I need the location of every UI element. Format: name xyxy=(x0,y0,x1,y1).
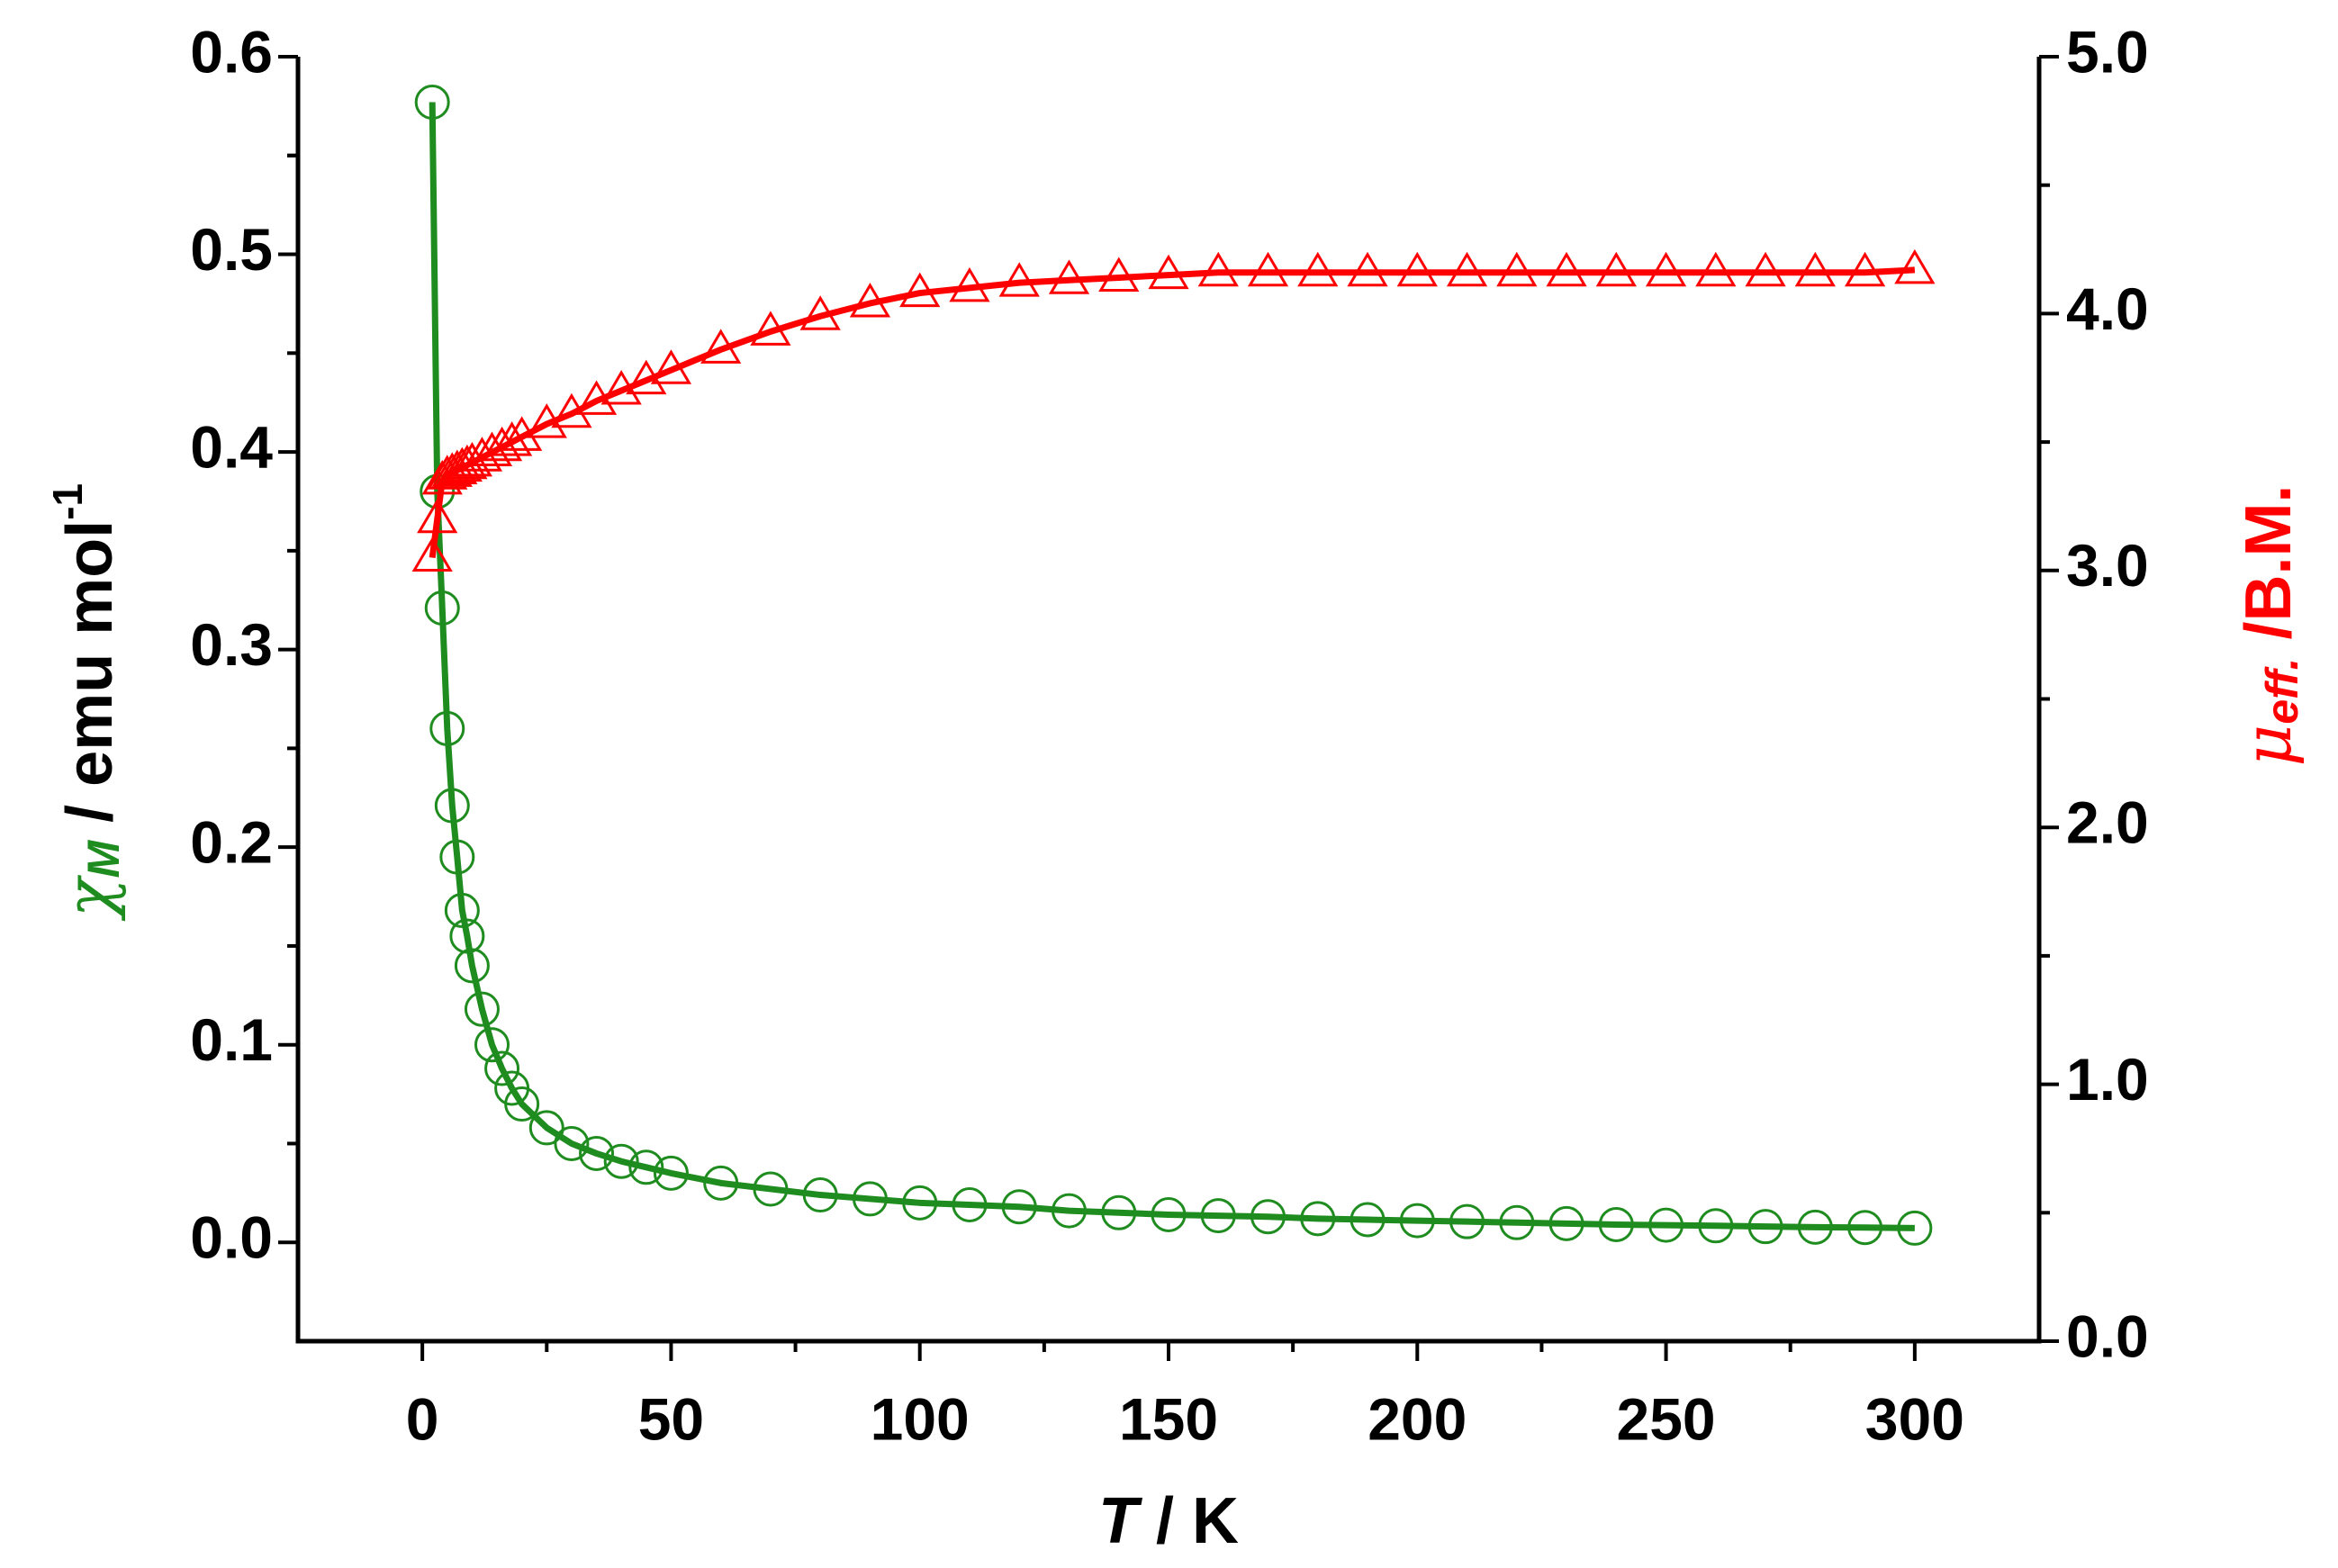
y-superscript: -1 xyxy=(44,483,91,520)
y2-tick-label: 2.0 xyxy=(2066,789,2149,856)
triangle-marker xyxy=(411,536,453,572)
axis-frame xyxy=(295,57,2042,1344)
x-axis-title: T / K xyxy=(1098,1485,1239,1557)
triangle-marker xyxy=(1894,248,1936,284)
circle-marker xyxy=(603,1143,639,1179)
y2-tick-label: 4.0 xyxy=(2066,275,2149,342)
x-tick-label: 250 xyxy=(1617,1385,1716,1452)
y2-axis-title: μeff. /B.M. xyxy=(2230,485,2307,767)
y-tick-label: 0.2 xyxy=(190,809,273,876)
y2-tick-label: 3.0 xyxy=(2066,532,2149,599)
y2-unit: /B.M. xyxy=(2233,485,2305,658)
x-symbol: T xyxy=(1098,1485,1143,1557)
y-tick-label: 0.3 xyxy=(190,611,273,678)
y2-subscript: eff. xyxy=(2257,658,2307,725)
y-tick-label: 0.0 xyxy=(190,1204,273,1271)
x-tick-label: 150 xyxy=(1119,1385,1218,1452)
series-line xyxy=(429,266,1916,558)
y-symbol: χ xyxy=(51,874,127,922)
circle-marker xyxy=(528,1110,564,1146)
series-line xyxy=(429,102,1915,1231)
circle-marker xyxy=(628,1149,664,1185)
y-tick-label: 0.1 xyxy=(190,1006,273,1073)
circle-marker xyxy=(464,991,500,1027)
y-unit: / emu mol xyxy=(54,520,126,841)
y2-tick-label: 5.0 xyxy=(2066,18,2149,85)
x-tick-label: 100 xyxy=(871,1385,970,1452)
y-tick-label: 0.4 xyxy=(190,414,273,481)
y-subscript: M xyxy=(78,839,129,878)
y2-tick-label: 0.0 xyxy=(2066,1302,2149,1369)
x-tick-label: 200 xyxy=(1368,1385,1467,1452)
y-tick-label: 0.6 xyxy=(190,18,273,85)
circle-marker xyxy=(474,1027,510,1063)
circle-marker xyxy=(579,1135,615,1171)
circle-marker xyxy=(504,1086,540,1122)
circle-marker xyxy=(653,1155,689,1191)
circle-marker xyxy=(484,1050,520,1086)
y2-tick-label: 1.0 xyxy=(2066,1046,2149,1113)
y2-symbol: μ xyxy=(2230,725,2306,767)
y-axis-title: χM / emu mol-1 xyxy=(44,483,129,922)
x-tick-label: 50 xyxy=(638,1385,704,1452)
x-unit: / K xyxy=(1138,1485,1239,1557)
x-tick-label: 0 xyxy=(406,1385,439,1452)
circle-marker xyxy=(554,1125,590,1161)
y-tick-label: 0.5 xyxy=(190,216,273,283)
x-tick-label: 300 xyxy=(1865,1385,1964,1452)
